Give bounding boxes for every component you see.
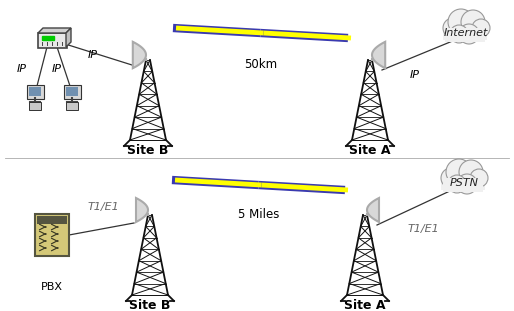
Circle shape — [461, 10, 485, 34]
Text: T1/E1: T1/E1 — [408, 224, 440, 234]
Circle shape — [470, 169, 488, 187]
Text: IP: IP — [52, 64, 62, 74]
Text: 50km: 50km — [244, 58, 277, 71]
Circle shape — [459, 24, 479, 44]
Circle shape — [459, 160, 483, 184]
Text: Site B: Site B — [127, 144, 169, 157]
FancyBboxPatch shape — [66, 102, 78, 110]
Text: T1/E1: T1/E1 — [88, 202, 120, 212]
Circle shape — [450, 25, 468, 43]
FancyBboxPatch shape — [27, 85, 44, 99]
FancyBboxPatch shape — [37, 216, 67, 224]
FancyBboxPatch shape — [64, 85, 81, 99]
Polygon shape — [372, 42, 385, 68]
Text: Site B: Site B — [130, 299, 171, 311]
Text: IP: IP — [410, 70, 420, 80]
FancyBboxPatch shape — [66, 87, 78, 96]
Text: Site A: Site A — [344, 299, 386, 311]
FancyBboxPatch shape — [443, 26, 487, 40]
FancyBboxPatch shape — [29, 102, 41, 110]
FancyBboxPatch shape — [443, 178, 483, 192]
Text: 5 Miles: 5 Miles — [238, 208, 279, 221]
Text: IP: IP — [17, 64, 27, 74]
FancyBboxPatch shape — [35, 214, 69, 256]
Text: IP: IP — [88, 50, 98, 60]
FancyBboxPatch shape — [29, 87, 41, 96]
FancyBboxPatch shape — [38, 33, 66, 48]
Circle shape — [457, 174, 477, 194]
Circle shape — [448, 175, 466, 193]
Text: PSTN: PSTN — [450, 178, 479, 188]
Circle shape — [446, 159, 472, 185]
Polygon shape — [367, 198, 379, 222]
Text: Internet: Internet — [444, 28, 488, 38]
Circle shape — [472, 19, 490, 37]
Polygon shape — [136, 198, 148, 222]
Text: Site A: Site A — [349, 144, 391, 157]
Text: PBX: PBX — [41, 282, 63, 292]
FancyBboxPatch shape — [441, 176, 485, 190]
FancyBboxPatch shape — [445, 28, 485, 42]
Circle shape — [443, 18, 463, 38]
Circle shape — [448, 9, 474, 35]
Polygon shape — [133, 42, 146, 68]
Polygon shape — [38, 28, 71, 33]
Polygon shape — [66, 28, 71, 47]
Circle shape — [441, 168, 461, 188]
